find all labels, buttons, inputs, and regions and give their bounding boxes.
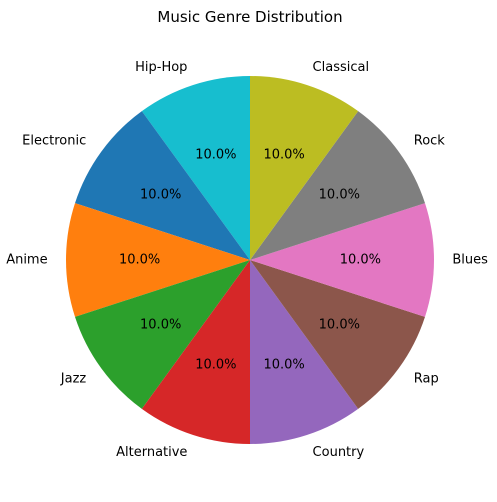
slice-label-rap: Rap xyxy=(414,371,439,386)
percent-label-hip-hop: 10.0% xyxy=(195,148,236,163)
percent-label-blues: 10.0% xyxy=(340,253,381,268)
slice-label-electronic: Electronic xyxy=(22,134,86,149)
percent-label-jazz: 10.0% xyxy=(140,317,181,332)
slice-label-jazz: Jazz xyxy=(60,371,87,386)
percent-label-country: 10.0% xyxy=(263,358,304,373)
percent-label-anime: 10.0% xyxy=(119,253,160,268)
slice-label-anime: Anime xyxy=(6,253,47,268)
slice-label-country: Country xyxy=(313,445,365,460)
percent-label-electronic: 10.0% xyxy=(140,188,181,203)
percent-label-rap: 10.0% xyxy=(319,317,360,332)
percent-label-rock: 10.0% xyxy=(319,188,360,203)
slice-label-classical: Classical xyxy=(313,60,370,75)
percent-label-alternative: 10.0% xyxy=(195,358,236,373)
slice-label-blues: Blues xyxy=(452,253,488,268)
slice-label-alternative: Alternative xyxy=(116,445,187,460)
slice-label-rock: Rock xyxy=(414,134,446,149)
chart-title: Music Genre Distribution xyxy=(157,8,342,26)
slice-label-hip-hop: Hip-Hop xyxy=(135,60,187,75)
percent-label-classical: 10.0% xyxy=(263,148,304,163)
